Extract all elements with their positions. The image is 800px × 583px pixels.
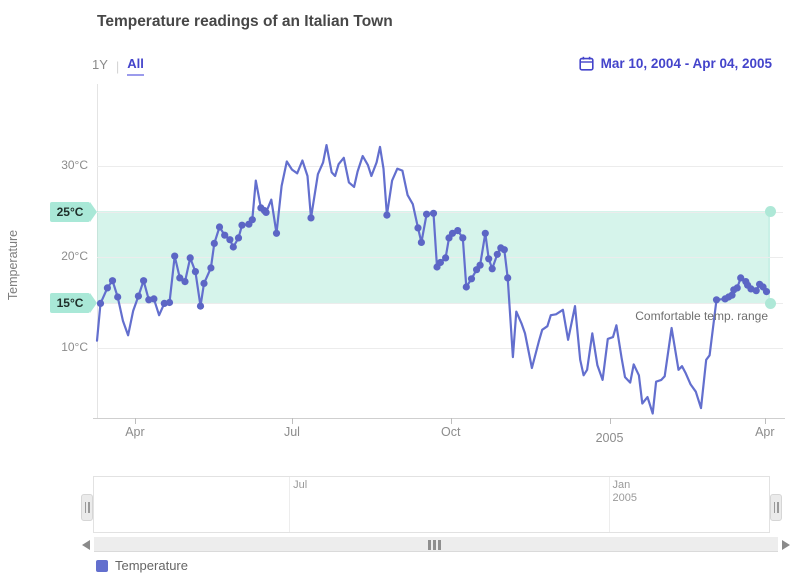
y-axis-tick-label: 30°C [61,158,88,172]
y-axis-tick-label: 10°C [61,340,88,354]
x-axis-tick-label: Apr [125,425,145,439]
x-axis-tick [134,418,136,424]
navigator-gridline [608,477,610,532]
scrollbar-left-arrow[interactable] [82,540,90,550]
navigator-tick-label: Jul [293,479,308,491]
data-point-bullet[interactable] [196,302,205,310]
scrollbar-thumb[interactable] [94,537,778,552]
navigator-gridline [289,477,291,532]
legend-label: Temperature [115,558,188,573]
y-axis-tick-label: 20°C [61,249,88,263]
y-gridline [97,257,783,258]
period-divider: | [115,58,120,74]
x-axis-tick [764,418,766,424]
period-selector: 1Y | All [92,56,144,76]
x-axis-tick-label: Jul [283,425,300,439]
scrollbar-grip-icon [428,539,441,550]
x-axis-tick [450,418,452,424]
navigator-right-handle[interactable] [770,494,782,521]
band-top-resize-handle[interactable] [765,206,776,217]
x-axis-tick-label: Apr [755,425,775,439]
period-option-1y[interactable]: 1Y [92,57,108,72]
navigator-tick-label: Jan 2005 [612,479,638,504]
y-gridline [97,348,783,349]
comfort-band-label: Comfortable temp. range [635,309,768,323]
band-bottom-resize-handle[interactable] [765,298,776,309]
date-range-label: Mar 10, 2004 - Apr 04, 2005 [600,56,772,71]
y-axis-range-badge: 15°C [50,292,97,313]
y-gridline [97,166,783,167]
navigator-left-handle[interactable] [81,494,93,521]
x-axis-line [93,418,785,419]
calendar-icon [579,56,594,71]
y-gridline [97,211,783,213]
x-axis-tick [609,418,611,424]
navigator-panel[interactable]: Jul Jan 2005 [93,476,770,533]
chart-title: Temperature readings of an Italian Town [97,13,393,30]
x-axis-tick [291,418,293,424]
y-axis-title: Temperature [6,229,20,301]
y-axis-range-badge: 25°C [50,201,97,222]
x-axis-tick-label: Oct [441,425,461,439]
legend-swatch [96,559,108,572]
date-range-button[interactable]: Mar 10, 2004 - Apr 04, 2005 [579,56,772,71]
scrollbar-right-arrow[interactable] [782,540,790,550]
y-gridline [97,302,783,304]
legend-item-temperature[interactable]: Temperature [96,558,188,573]
period-option-all[interactable]: All [127,56,144,76]
x-axis-tick-label: 2005 [595,431,624,445]
